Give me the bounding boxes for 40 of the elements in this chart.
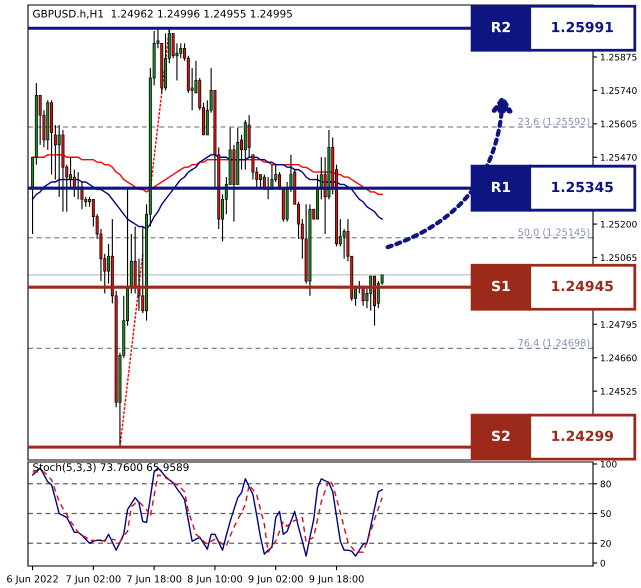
chart-title: GBPUSD.h,H1 1.24962 1.24996 1.24955 1.24995	[33, 10, 292, 19]
annotation: 1.25345	[552, 182, 613, 192]
annotation: 1.24945	[552, 280, 613, 292]
y-tick-label: 1.25875	[600, 54, 636, 61]
y-tick-label: 1.25605	[600, 120, 636, 128]
chart-title: Stoch(5,3,3) 73.7600 65.9589	[33, 463, 189, 472]
x-tick-label: 8 Jun 10:00	[188, 575, 242, 584]
y-tick-label: 1.25065	[600, 254, 636, 262]
line-series	[32, 154, 383, 196]
ref-line-label: 76.4 (1.24698)	[518, 338, 590, 348]
x-tick-label: 6 Jun 2022	[7, 575, 58, 584]
y-tick-label: 1.24795	[600, 321, 636, 328]
annotation: 1.25991	[552, 22, 613, 32]
x-tick-label: 7 Jun 18:00	[127, 575, 182, 584]
y-tick-label: 1.24525	[600, 388, 636, 395]
y-tick-label: 1.25200	[600, 220, 637, 228]
ref-line-label: R2	[492, 22, 510, 32]
y-tick-label: 20	[600, 540, 611, 547]
candlestick	[54, 124, 57, 180]
ref-line-label: S2	[492, 430, 510, 442]
candlestick	[172, 32, 175, 59]
line-series	[32, 154, 383, 230]
y-tick-label: 80	[600, 480, 611, 488]
ref-line-label: S1	[492, 280, 510, 292]
ref-line-label: R1	[492, 182, 510, 192]
y-tick-label: 50	[600, 510, 611, 518]
ref-line-label: 50.0 (1.25145)	[518, 228, 590, 237]
y-tick-label: 100	[600, 460, 617, 468]
candlestick	[259, 174, 262, 188]
x-tick-label: 9 Jun 02:00	[248, 575, 303, 584]
candlestick	[58, 124, 61, 198]
x-tick-label: 9 Jun 18:00	[309, 575, 364, 584]
ref-line-label: 23.6 (1.25592)	[518, 118, 590, 126]
x-tick-label: 7 Jun 02:00	[66, 575, 120, 584]
annotation: 1.24299	[552, 430, 614, 442]
y-tick-label: 1.25470	[600, 154, 637, 161]
y-tick-label: 1.24660	[600, 354, 637, 362]
y-tick-label: 1.25740	[600, 87, 637, 94]
candlestick	[248, 114, 251, 158]
y-tick-label: 0	[600, 560, 606, 567]
